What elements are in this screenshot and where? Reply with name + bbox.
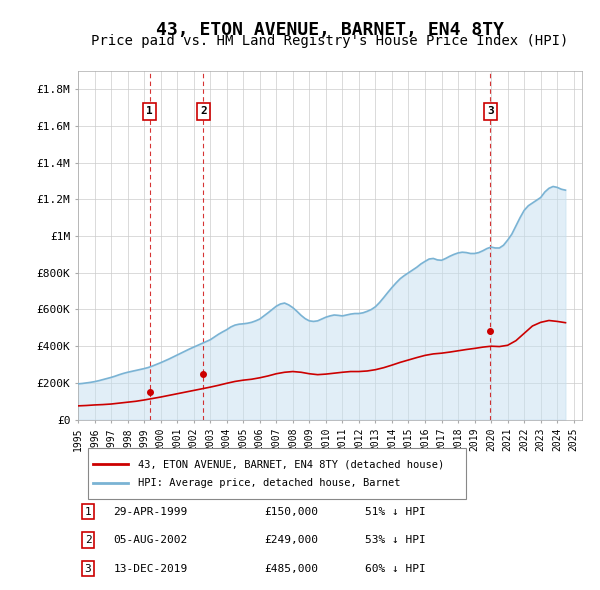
Text: 05-AUG-2002: 05-AUG-2002 [113,535,188,545]
Text: 1: 1 [85,507,91,517]
Text: 3: 3 [487,106,494,116]
Text: 60% ↓ HPI: 60% ↓ HPI [365,563,426,573]
Text: HPI: Average price, detached house, Barnet: HPI: Average price, detached house, Barn… [139,478,401,488]
Text: 53% ↓ HPI: 53% ↓ HPI [365,535,426,545]
Text: £485,000: £485,000 [265,563,319,573]
Text: 1: 1 [146,106,153,116]
FancyBboxPatch shape [88,448,466,499]
Text: 2: 2 [200,106,207,116]
Text: 2: 2 [85,535,91,545]
Text: 43, ETON AVENUE, BARNET, EN4 8TY (detached house): 43, ETON AVENUE, BARNET, EN4 8TY (detach… [139,459,445,469]
Text: £150,000: £150,000 [265,507,319,517]
Text: 3: 3 [85,563,91,573]
Text: 51% ↓ HPI: 51% ↓ HPI [365,507,426,517]
Text: Price paid vs. HM Land Registry's House Price Index (HPI): Price paid vs. HM Land Registry's House … [91,34,569,48]
Text: £249,000: £249,000 [265,535,319,545]
Text: 29-APR-1999: 29-APR-1999 [113,507,188,517]
Text: 13-DEC-2019: 13-DEC-2019 [113,563,188,573]
Text: 43, ETON AVENUE, BARNET, EN4 8TY: 43, ETON AVENUE, BARNET, EN4 8TY [156,21,504,39]
